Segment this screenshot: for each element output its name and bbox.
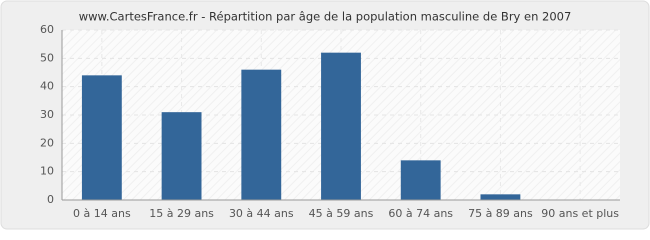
y-tick-label: 50 [40, 51, 54, 64]
x-tick-label: 30 à 44 ans [229, 207, 294, 220]
bar [480, 194, 521, 200]
y-tick-label: 60 [40, 23, 54, 36]
bar [241, 69, 282, 201]
chart-title: www.CartesFrance.fr - Répartition par âg… [79, 10, 572, 24]
x-tick-label: 45 à 59 ans [309, 207, 374, 220]
x-tick-label: 90 ans et plus [541, 207, 619, 220]
chart: www.CartesFrance.fr - Répartition par âg… [0, 0, 650, 230]
y-tick-label: 40 [40, 80, 54, 93]
bar [400, 160, 441, 200]
x-tick-label: 60 à 74 ans [388, 207, 453, 220]
x-tick-label: 0 à 14 ans [73, 207, 131, 220]
bar [321, 52, 361, 200]
y-tick-label: 10 [40, 165, 54, 178]
x-tick-label: 75 à 89 ans [468, 207, 533, 220]
bar [81, 75, 122, 200]
y-tick-label: 30 [40, 108, 54, 121]
y-tick-label: 20 [40, 136, 54, 149]
bar [161, 112, 202, 200]
x-tick-label: 15 à 29 ans [149, 207, 214, 220]
y-tick-label: 0 [47, 193, 54, 206]
